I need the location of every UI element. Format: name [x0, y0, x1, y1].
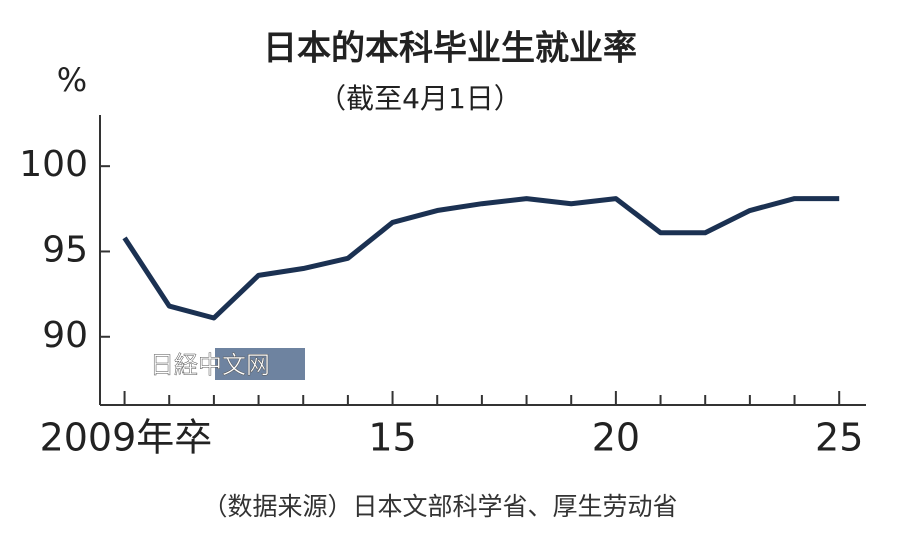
watermark-box: [215, 348, 305, 380]
y-tick-label: 90: [42, 315, 88, 356]
y-tick-label: 95: [42, 229, 88, 270]
source-note: （数据来源）日本文部科学省、厚生劳动省: [202, 492, 677, 521]
x-tick-label: 20: [592, 416, 640, 460]
x-tick-label: 25: [815, 416, 863, 460]
watermark: 日経中文网: [150, 351, 270, 379]
chart-subtitle: （截至4月1日）: [318, 82, 522, 115]
data-line: [122, 196, 840, 321]
y-tick-label: 100: [19, 144, 88, 185]
y-unit: %: [57, 61, 87, 99]
chart-title: 日本的本科毕业生就业率: [263, 29, 637, 69]
x-tick-label: 2009年卒: [40, 416, 213, 460]
x-tick-label: 15: [368, 416, 416, 460]
